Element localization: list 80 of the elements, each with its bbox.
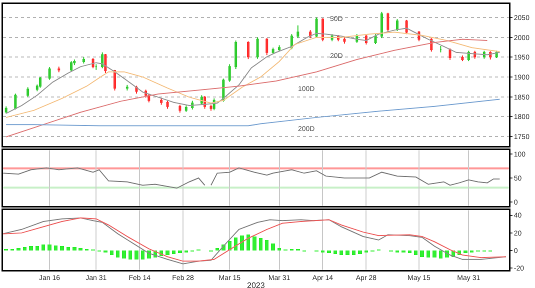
bar	[140, 250, 145, 260]
candlestick	[48, 66, 51, 80]
candlestick	[461, 55, 464, 62]
candlestick	[58, 66, 60, 73]
candlestick	[272, 47, 274, 54]
candlestick	[113, 69, 116, 91]
bar	[66, 247, 70, 251]
candlestick	[266, 38, 268, 56]
bar	[438, 250, 443, 259]
candlestick	[396, 18, 399, 32]
bar	[122, 250, 126, 259]
line-series	[6, 98, 500, 126]
line-series	[6, 38, 488, 138]
candlestick	[4, 106, 8, 114]
candlestick	[448, 48, 452, 60]
candlestick	[210, 104, 212, 112]
candlestick	[101, 52, 104, 69]
bar	[346, 250, 350, 255]
candlestick	[374, 34, 377, 45]
candlestick	[94, 64, 98, 70]
bar	[327, 250, 331, 254]
candlestick	[278, 44, 281, 52]
candlestick	[309, 30, 312, 39]
bar	[340, 250, 344, 255]
candlestick	[246, 40, 250, 60]
bar	[29, 246, 33, 251]
candlestick	[228, 64, 231, 82]
bar	[22, 247, 27, 251]
candlestick	[321, 18, 324, 42]
bar	[128, 250, 132, 260]
candlestick	[178, 104, 182, 114]
bar	[78, 248, 82, 251]
candlestick	[296, 24, 300, 39]
candlestick	[467, 50, 470, 62]
candlestick	[184, 105, 188, 112]
candlestick	[380, 11, 383, 39]
bar	[172, 250, 176, 254]
candlestick	[256, 36, 259, 60]
bar	[271, 244, 275, 251]
bar	[352, 250, 356, 255]
bar	[252, 236, 256, 251]
bar	[35, 246, 40, 251]
candlestick	[70, 60, 73, 72]
bar	[72, 247, 76, 251]
candlestick	[126, 84, 128, 91]
bar	[426, 250, 430, 258]
bar	[134, 250, 138, 260]
candlestick	[38, 76, 42, 88]
candlestick	[82, 56, 85, 64]
bar	[333, 250, 338, 254]
bar	[265, 240, 269, 251]
candlestick	[315, 16, 318, 38]
bar	[414, 250, 418, 255]
bar	[48, 244, 52, 251]
bar	[240, 236, 244, 251]
candlestick	[135, 85, 138, 94]
bar	[16, 248, 20, 251]
bar	[358, 250, 362, 254]
bar	[432, 250, 436, 258]
candlestick	[104, 53, 107, 74]
candlestick	[234, 40, 238, 70]
candlestick	[343, 36, 346, 44]
candlestick	[26, 86, 30, 98]
candlestick	[166, 100, 169, 110]
bar	[166, 250, 170, 255]
candlestick	[14, 93, 17, 110]
candlestick	[92, 57, 94, 69]
candlestick	[439, 46, 442, 53]
candlestick	[160, 98, 163, 106]
bar	[60, 246, 64, 251]
bar	[420, 250, 424, 257]
bar	[41, 244, 46, 251]
bar	[464, 250, 468, 254]
bar	[178, 250, 182, 254]
bar	[116, 250, 120, 258]
bar	[277, 248, 282, 251]
text: 2023	[247, 281, 266, 288]
bar	[110, 250, 114, 255]
bar	[258, 238, 263, 251]
candlestick	[386, 12, 390, 32]
